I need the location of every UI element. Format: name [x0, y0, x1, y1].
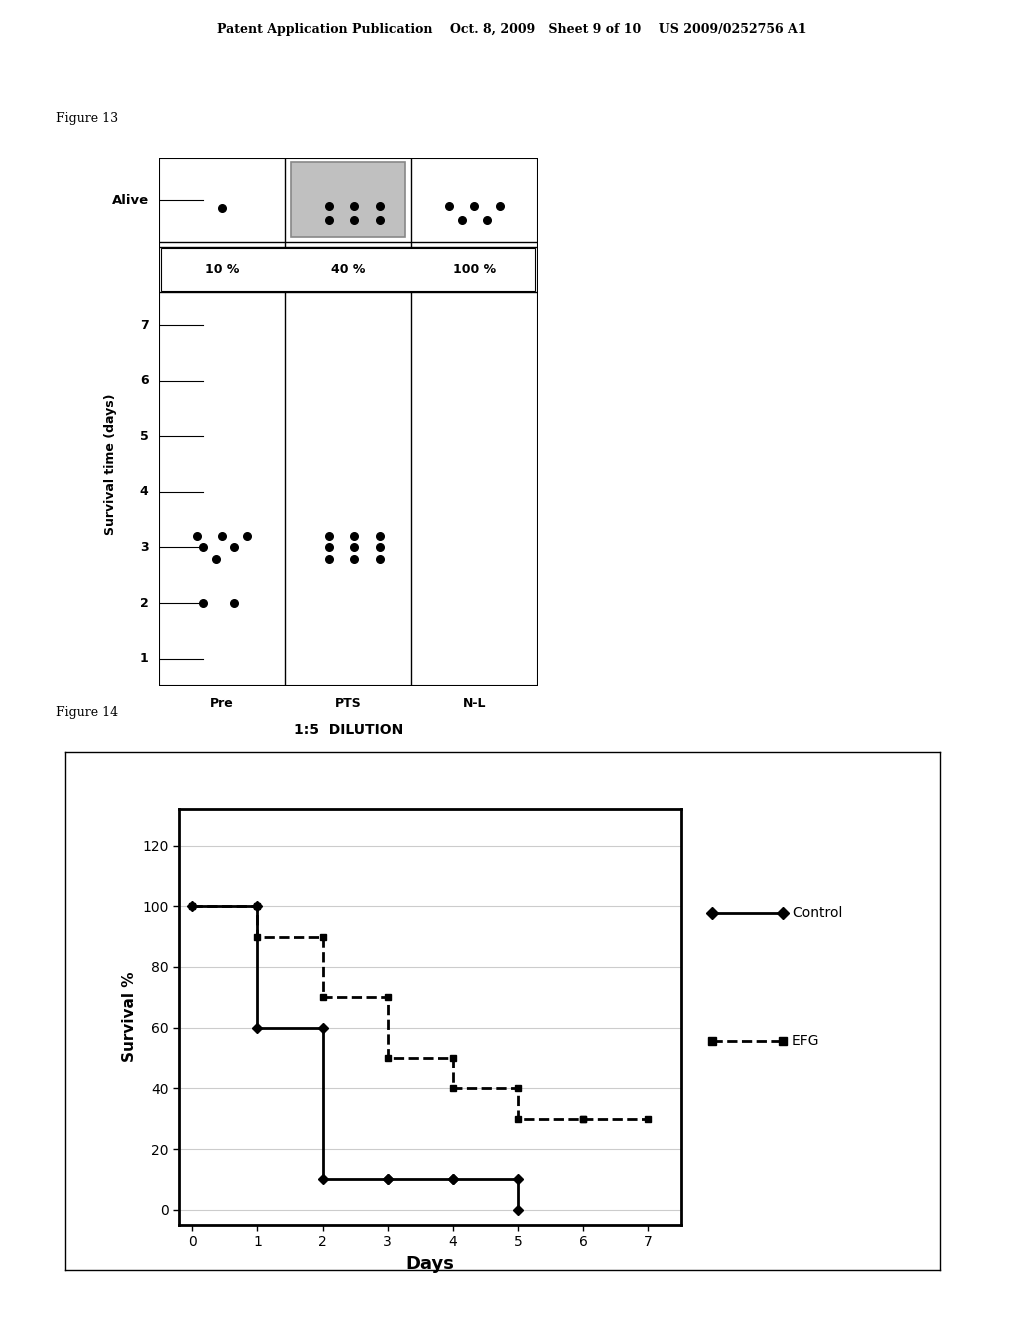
- Point: [226, 537, 243, 558]
- EFG: [512, 1111, 524, 1127]
- Control: [251, 1020, 263, 1036]
- Point: [454, 209, 470, 230]
- Control: [382, 1172, 394, 1188]
- Point: [207, 548, 223, 569]
- Text: N-L: N-L: [463, 697, 486, 710]
- Control: [512, 1172, 524, 1188]
- EFG: [251, 899, 263, 915]
- Text: Survival time (days): Survival time (days): [104, 393, 117, 535]
- X-axis label: Days: Days: [406, 1255, 455, 1272]
- Text: 6: 6: [140, 374, 148, 387]
- Control: [186, 899, 199, 915]
- Point: [346, 195, 362, 216]
- Text: 2: 2: [140, 597, 148, 610]
- EFG: [512, 1081, 524, 1097]
- FancyBboxPatch shape: [291, 162, 404, 238]
- Control: [446, 1172, 459, 1188]
- Text: 1:5  DILUTION: 1:5 DILUTION: [294, 722, 402, 737]
- EFG: [578, 1111, 590, 1127]
- EFG: [446, 1081, 459, 1097]
- Point: [322, 548, 338, 569]
- Point: [226, 593, 243, 614]
- EFG: [382, 1051, 394, 1067]
- FancyBboxPatch shape: [161, 248, 536, 290]
- Y-axis label: Survival %: Survival %: [122, 972, 137, 1063]
- EFG: [578, 1111, 590, 1127]
- Text: 1: 1: [140, 652, 148, 665]
- Point: [466, 195, 482, 216]
- Point: [322, 537, 338, 558]
- Text: Figure 13: Figure 13: [56, 112, 119, 125]
- Text: Control: Control: [792, 906, 842, 920]
- Text: Alive: Alive: [112, 194, 148, 207]
- Point: [214, 525, 230, 546]
- Point: [322, 195, 338, 216]
- Text: 100 %: 100 %: [453, 263, 496, 276]
- Point: [346, 537, 362, 558]
- Point: [372, 209, 388, 230]
- Point: [322, 209, 338, 230]
- EFG: [446, 1051, 459, 1067]
- Text: 5: 5: [140, 430, 148, 442]
- Point: [346, 548, 362, 569]
- Control: [251, 899, 263, 915]
- Point: [372, 525, 388, 546]
- Point: [479, 209, 496, 230]
- Text: 40 %: 40 %: [331, 263, 366, 276]
- Text: EFG: EFG: [792, 1034, 819, 1048]
- EFG: [642, 1111, 654, 1127]
- Point: [372, 548, 388, 569]
- Text: 4: 4: [140, 486, 148, 499]
- Control: [446, 1172, 459, 1188]
- Point: [195, 593, 211, 614]
- Text: PTS: PTS: [335, 697, 361, 710]
- EFG: [186, 899, 199, 915]
- Point: [441, 195, 458, 216]
- Point: [372, 195, 388, 216]
- Point: [372, 537, 388, 558]
- EFG: [382, 990, 394, 1006]
- Control: [382, 1172, 394, 1188]
- Point: [322, 525, 338, 546]
- Text: 10 %: 10 %: [205, 263, 239, 276]
- Control: [316, 1020, 329, 1036]
- Text: 3: 3: [140, 541, 148, 554]
- Control: [316, 1172, 329, 1188]
- Text: Figure 14: Figure 14: [56, 706, 119, 719]
- Point: [346, 209, 362, 230]
- Text: Pre: Pre: [210, 697, 233, 710]
- Line: Control: Control: [188, 903, 521, 1213]
- EFG: [316, 990, 329, 1006]
- Point: [188, 525, 205, 546]
- Point: [214, 198, 230, 219]
- Point: [346, 525, 362, 546]
- Text: Patent Application Publication    Oct. 8, 2009   Sheet 9 of 10    US 2009/025275: Patent Application Publication Oct. 8, 2…: [217, 24, 807, 36]
- Point: [239, 525, 255, 546]
- EFG: [316, 929, 329, 945]
- Line: EFG: EFG: [188, 903, 652, 1122]
- Point: [195, 537, 211, 558]
- Control: [512, 1203, 524, 1218]
- EFG: [251, 929, 263, 945]
- Text: 7: 7: [140, 318, 148, 331]
- Point: [492, 195, 508, 216]
